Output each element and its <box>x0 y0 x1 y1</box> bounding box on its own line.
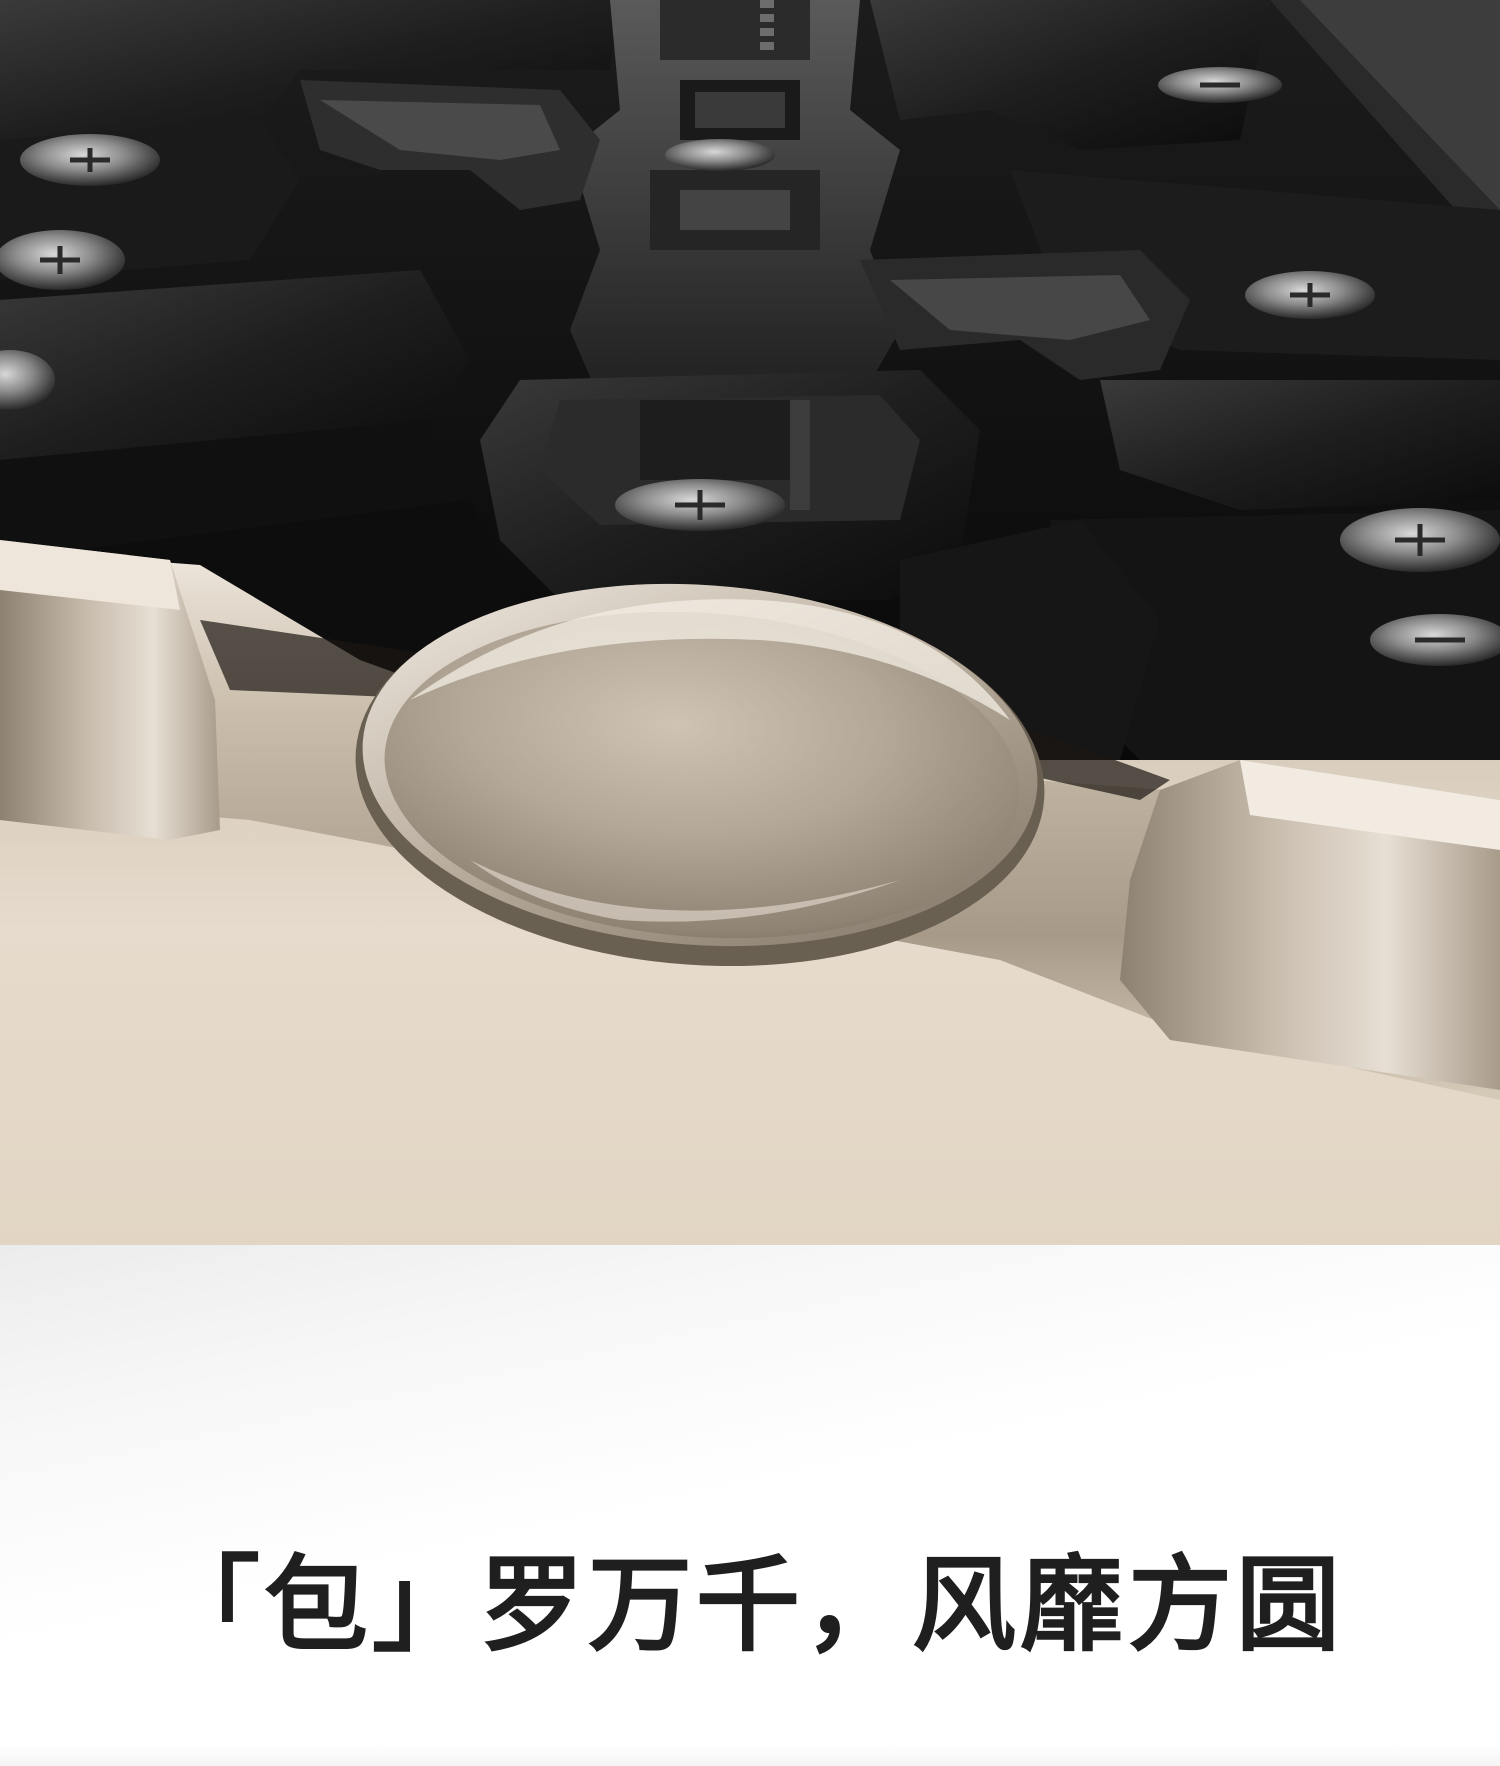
hinge-hero-image <box>0 0 1500 1245</box>
hinge-mechanism-illustration <box>0 0 1500 1245</box>
footer-strip <box>0 1745 1500 1766</box>
headline: 「包」罗万千，风靡方圆 <box>155 1544 1344 1666</box>
lower-background <box>0 1245 1500 1766</box>
